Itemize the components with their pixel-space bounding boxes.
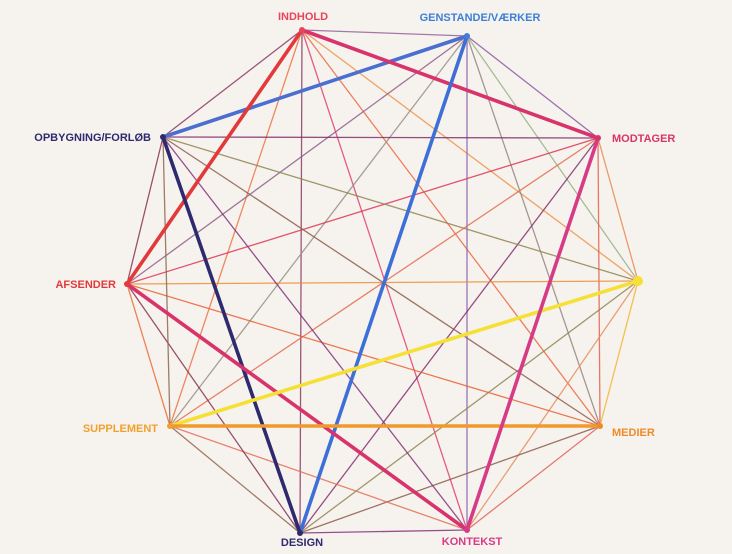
node-opbygning-label: OPBYGNING/FORLØB	[34, 132, 151, 144]
edge-modtager-design	[299, 137, 599, 534]
node-design-label: DESIGN	[281, 537, 323, 549]
edge-supplement-afsender	[126, 283, 171, 427]
node-afsender-label: AFSENDER	[55, 279, 116, 291]
edge-indhold-opbygning	[162, 29, 303, 138]
edge-yellow-medier	[599, 280, 639, 427]
edge-indhold-medier	[301, 29, 601, 427]
edge-afsender-opbygning	[126, 136, 164, 285]
edge-design-afsender	[126, 283, 301, 534]
node-indhold-dot	[299, 27, 305, 33]
edge-genstande-medier	[466, 35, 601, 427]
emphasized-edge-supplement-yellow	[168, 279, 640, 428]
node-modtager-dot	[595, 135, 601, 141]
node-kontekst-label: KONTEKST	[442, 536, 503, 548]
edge-medier-design	[299, 425, 601, 534]
edge-indhold-supplement	[169, 29, 303, 427]
node-yellow-dot	[633, 276, 643, 286]
emphasized-edge-opbygning-design	[161, 135, 302, 535]
edge-genstande-yellow	[466, 35, 639, 282]
emphasized-edge-modtager-kontekst	[465, 136, 600, 532]
node-opbygning-dot	[160, 134, 166, 140]
node-medier-label: MEDIER	[612, 427, 655, 439]
edge-indhold-genstande	[301, 29, 468, 37]
edge-indhold-yellow	[301, 29, 639, 282]
edge-yellow-design	[299, 280, 639, 534]
emphasized-edge-indhold-afsender	[125, 28, 304, 286]
node-afsender-dot	[124, 281, 130, 287]
edge-kontekst-design	[299, 529, 468, 534]
emphasized-edges-layer	[125, 28, 640, 535]
labels-layer: INDHOLD GENSTANDE/VÆRKER MODTAGER MEDIER KON…	[34, 11, 675, 549]
edge-modtager-opbygning	[162, 136, 599, 139]
edge-medier-opbygning	[162, 136, 601, 427]
node-supplement-dot	[167, 423, 173, 429]
edge-medier-afsender	[126, 283, 601, 427]
edge-medier-kontekst	[466, 425, 601, 531]
emphasized-edge-afsender-kontekst	[125, 282, 469, 532]
edge-design-supplement	[169, 425, 301, 534]
node-design-dot	[297, 530, 303, 536]
edges-layer	[126, 29, 639, 534]
edge-genstande-supplement	[169, 35, 468, 427]
edge-genstande-afsender	[126, 35, 468, 285]
edge-modtager-medier	[597, 137, 601, 427]
edge-supplement-opbygning	[162, 136, 171, 427]
node-genstande-label: GENSTANDE/VÆRKER	[420, 12, 541, 24]
node-kontekst-dot	[464, 527, 470, 533]
node-supplement-label: SUPPLEMENT	[83, 423, 158, 435]
emphasized-edge-genstande-design	[298, 34, 469, 535]
node-modtager-label: MODTAGER	[612, 133, 675, 145]
edge-kontekst-opbygning	[162, 136, 468, 531]
edge-modtager-yellow	[597, 137, 639, 282]
emphasized-edge-opbygning-genstande	[161, 34, 469, 139]
edge-indhold-design	[299, 29, 303, 534]
edge-yellow-kontekst	[466, 280, 639, 531]
node-genstande-dot	[464, 33, 470, 39]
edge-genstande-modtager	[466, 35, 599, 139]
node-indhold-label: INDHOLD	[278, 11, 328, 23]
node-medier-dot	[597, 423, 603, 429]
